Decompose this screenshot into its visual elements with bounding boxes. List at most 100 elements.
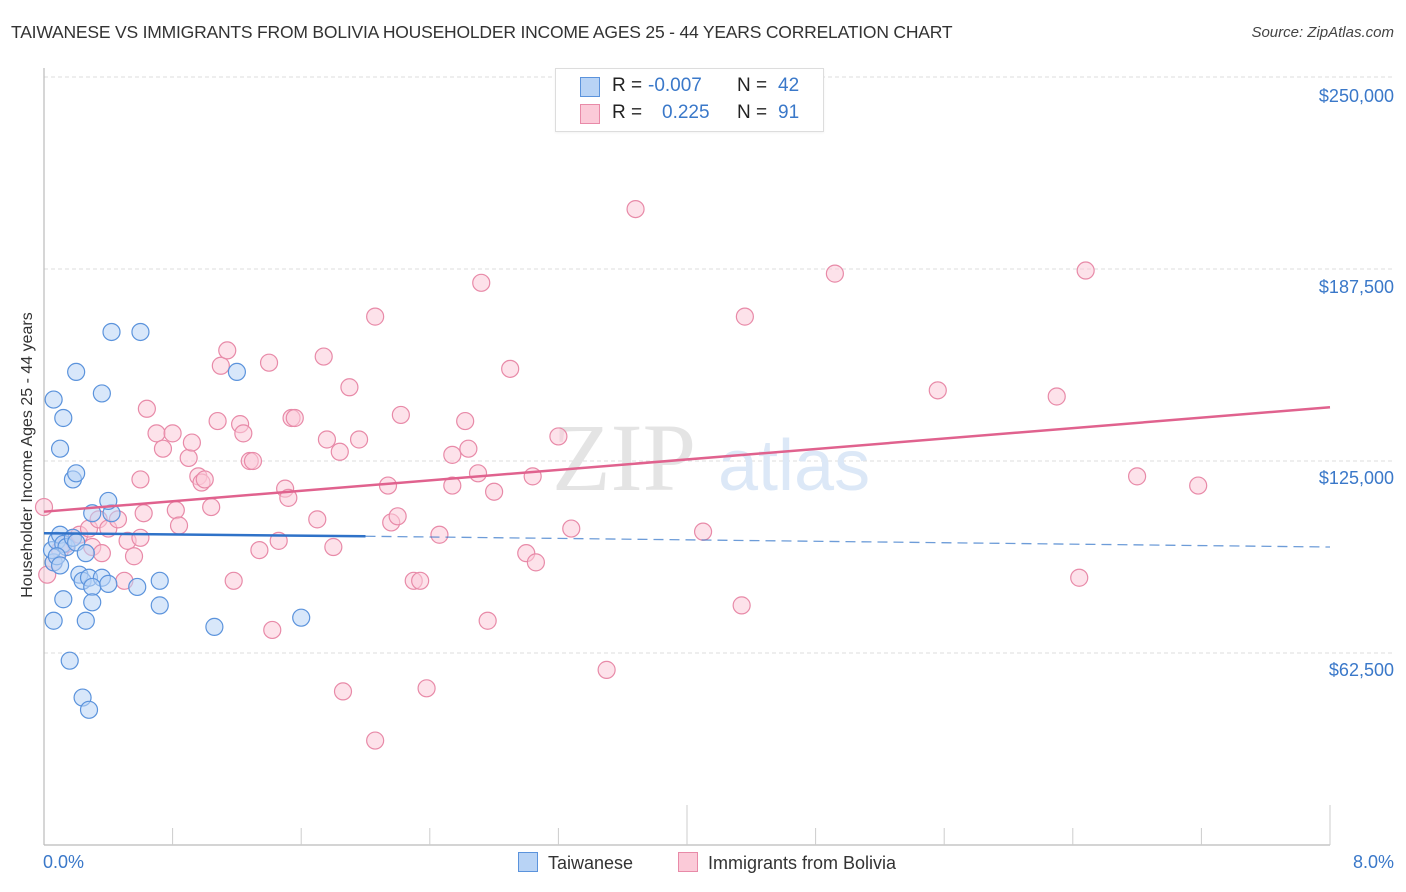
taiwanese-point: [83, 577, 102, 597]
bolivia-point: [218, 341, 237, 360]
stats-legend: R = -0.007 N = 42 R = 0.225 N = 91: [555, 68, 824, 132]
bolivia-point: [411, 571, 430, 590]
bolivia-point: [1076, 261, 1095, 280]
bolivia-point: [443, 445, 462, 464]
bolivia-point: [366, 307, 385, 326]
bolivia-point: [163, 424, 182, 443]
bolivia-point: [147, 424, 166, 443]
taiwanese-point: [60, 651, 79, 670]
taiwanese-swatch: [580, 77, 600, 97]
bolivia-point: [308, 510, 327, 529]
taiwanese-point: [99, 574, 118, 593]
bottom-legend-bolivia: Immigrants from Bolivia: [678, 852, 896, 874]
bolivia-point: [468, 464, 488, 483]
bolivia-point: [597, 660, 616, 679]
taiwanese-swatch: [518, 852, 538, 872]
bolivia-point: [263, 620, 282, 640]
bolivia-point: [1127, 467, 1147, 486]
taiwanese-point: [76, 544, 95, 563]
taiwanese-point: [54, 408, 73, 428]
bolivia-point: [472, 273, 491, 292]
taiwanese-point: [50, 439, 70, 458]
bolivia-point: [202, 497, 221, 517]
bolivia-point: [417, 679, 436, 698]
taiwanese-point: [92, 384, 111, 403]
r-label: R =: [612, 75, 643, 96]
bolivia-point: [124, 547, 144, 566]
legend-label-bolivia: Immigrants from Bolivia: [708, 853, 897, 873]
taiwanese-point: [76, 611, 95, 630]
bolivia-point: [456, 411, 475, 431]
bolivia-point: [314, 347, 333, 366]
bolivia-point: [549, 427, 568, 446]
bolivia-point: [526, 553, 545, 572]
taiwanese-point: [150, 596, 169, 615]
bolivia-point: [443, 476, 462, 495]
bolivia-point: [208, 411, 227, 431]
bolivia-point: [182, 433, 201, 452]
bolivia-point: [1047, 387, 1066, 406]
n-value-bolivia: 91: [778, 102, 800, 123]
x-tick-min: 0.0%: [43, 852, 85, 872]
taiwanese-point: [79, 700, 99, 719]
taiwanese-point: [131, 322, 150, 342]
bolivia-point: [324, 537, 343, 557]
bolivia-point: [693, 522, 713, 541]
bolivia-point: [928, 381, 947, 400]
bolivia-swatch: [678, 852, 698, 872]
bolivia-point: [134, 504, 153, 523]
bolivia-point: [166, 501, 185, 520]
bolivia-point: [732, 596, 751, 615]
watermark-zip: ZIP: [552, 404, 696, 511]
taiwanese-point: [50, 556, 70, 575]
bolivia-point: [485, 482, 504, 501]
chart-source: Source: ZipAtlas.com: [1251, 24, 1394, 41]
bolivia-point: [330, 442, 349, 461]
bolivia-point: [378, 476, 398, 495]
bolivia-point: [279, 488, 298, 507]
taiwanese-trend-extension: [365, 535, 1331, 548]
taiwanese-point: [44, 390, 63, 409]
n-label: N =: [737, 75, 768, 96]
taiwanese-point: [227, 362, 246, 382]
bolivia-point: [92, 544, 111, 563]
bolivia-point: [430, 525, 449, 544]
taiwanese-point: [292, 608, 311, 627]
n-value-taiwanese: 42: [778, 75, 800, 96]
bolivia-point: [391, 405, 410, 425]
taiwanese-point: [44, 611, 63, 630]
bolivia-point: [259, 353, 279, 372]
bolivia-point: [366, 731, 385, 750]
legend-label-taiwanese: Taiwanese: [548, 853, 634, 873]
y-tick-187500: $187,500: [1318, 277, 1394, 297]
bolivia-point: [195, 470, 214, 489]
bolivia-point: [243, 451, 263, 471]
taiwanese-point: [205, 617, 224, 636]
y-tick-125000: $125,000: [1318, 468, 1394, 488]
bottom-legend-taiwanese: Taiwanese: [518, 852, 633, 874]
bolivia-point: [333, 682, 353, 701]
taiwanese-point: [150, 571, 169, 590]
bolivia-point: [169, 516, 189, 535]
bolivia-point: [825, 264, 844, 283]
bolivia-point: [285, 408, 304, 428]
chart-title: TAIWANESE VS IMMIGRANTS FROM BOLIVIA HOU…: [11, 22, 953, 42]
taiwanese-point: [128, 577, 147, 597]
r-value-bolivia: 0.225: [662, 102, 710, 123]
taiwanese-point: [67, 362, 86, 382]
bolivia-point: [131, 470, 150, 489]
bolivia-point: [501, 359, 520, 378]
watermark-atlas: atlas: [718, 426, 870, 506]
bolivia-point: [388, 507, 407, 526]
taiwanese-trend-line: [43, 531, 366, 538]
bolivia-point: [317, 430, 337, 449]
bolivia-point: [1189, 476, 1208, 495]
bolivia-trend-line: [43, 405, 1331, 513]
bolivia-point: [735, 307, 754, 326]
bolivia-point: [137, 399, 156, 418]
bolivia-point: [179, 448, 198, 468]
x-tick-max: 8.0%: [1352, 852, 1394, 872]
bolivia-point: [153, 439, 173, 458]
y-tick-250000: $250,000: [1318, 86, 1394, 106]
bolivia-point: [626, 199, 645, 219]
